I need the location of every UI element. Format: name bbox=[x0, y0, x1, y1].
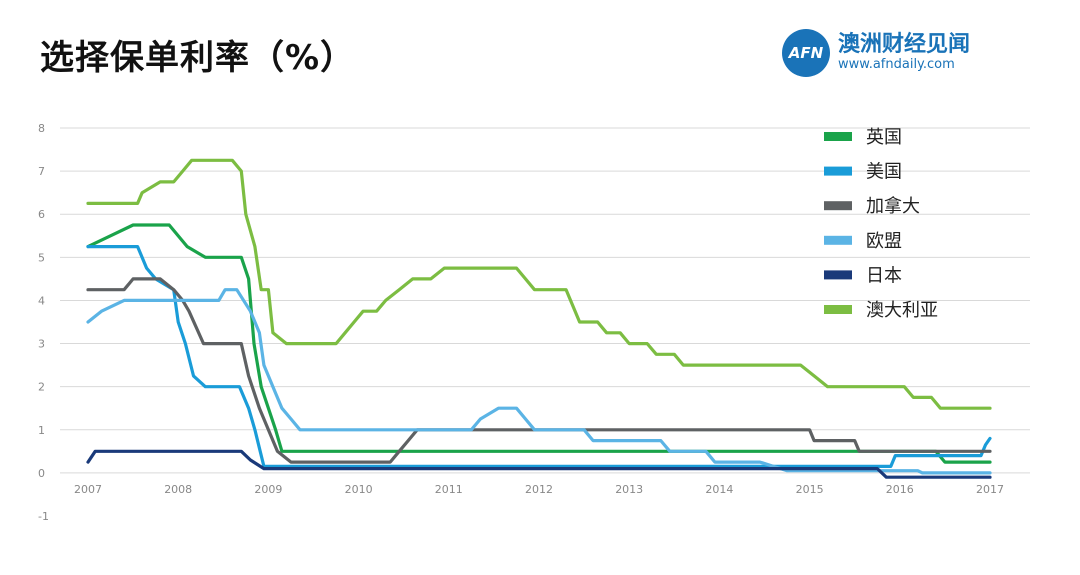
logo-text: 澳洲财经见闻 www.afndaily.com bbox=[838, 33, 970, 73]
series-line-2 bbox=[86, 277, 992, 464]
x-tick-label: 2016 bbox=[886, 483, 914, 496]
legend-swatch-4 bbox=[824, 270, 852, 280]
x-tick-label: 2011 bbox=[435, 483, 463, 496]
x-tick-label: 2013 bbox=[615, 483, 643, 496]
logo-name: 澳洲财经见闻 bbox=[838, 32, 971, 57]
y-tick-label: 0 bbox=[38, 467, 45, 480]
logo-url: www.afndaily.com bbox=[838, 57, 955, 72]
legend-label-1: 美国 bbox=[866, 162, 902, 183]
legend-swatch-1 bbox=[824, 166, 852, 176]
x-tick-label: 2012 bbox=[525, 483, 553, 496]
y-tick-label: 2 bbox=[38, 381, 45, 394]
legend-label-4: 日本 bbox=[866, 265, 902, 286]
y-axis-ticks: -1 0 1 2 3 4 5 6 7 8 bbox=[38, 122, 49, 523]
x-tick-label: 2014 bbox=[705, 483, 733, 496]
legend-label-2: 加拿大 bbox=[866, 195, 920, 217]
legend-swatch-2 bbox=[824, 201, 852, 211]
legend-swatch-3 bbox=[824, 235, 852, 245]
y-tick-label: 6 bbox=[38, 208, 45, 221]
y-tick-label: 3 bbox=[38, 338, 45, 351]
x-axis-ticks: 2007 2008 2009 2010 2011 2012 2013 2014 2015 2016… bbox=[74, 483, 1004, 496]
y-tick-label: 4 bbox=[38, 294, 45, 307]
y-tick-label: 5 bbox=[38, 251, 45, 264]
series-lines bbox=[86, 158, 992, 479]
x-tick-label: 2017 bbox=[976, 483, 1004, 496]
series-line-4 bbox=[86, 449, 992, 479]
y-tick-label: 8 bbox=[38, 122, 45, 135]
y-tick-label: 7 bbox=[38, 165, 45, 178]
x-tick-label: 2009 bbox=[254, 483, 282, 496]
legend-label-0: 英国 bbox=[866, 127, 902, 148]
legend-swatch-5 bbox=[824, 305, 852, 314]
x-tick-label: 2010 bbox=[345, 483, 373, 496]
x-tick-label: 2007 bbox=[74, 483, 102, 496]
x-tick-label: 2008 bbox=[164, 483, 192, 496]
x-tick-label: 2015 bbox=[796, 483, 824, 496]
legend-label-3: 欧盟 bbox=[866, 231, 902, 252]
series-line-3 bbox=[86, 288, 992, 475]
afn-logo-icon: AFN bbox=[782, 29, 830, 77]
legend-swatch-0 bbox=[824, 132, 852, 141]
chart-title: 选择保单利率（%） bbox=[40, 38, 356, 78]
y-tick-label: -1 bbox=[38, 510, 49, 523]
series-line-5 bbox=[86, 158, 992, 410]
series-line-1 bbox=[86, 245, 992, 468]
y-tick-label: 1 bbox=[38, 424, 45, 437]
afn-logo: AFN 澳洲财经见闻 www.afndaily.com bbox=[782, 28, 970, 78]
legend-label-5: 澳大利亚 bbox=[866, 300, 938, 321]
